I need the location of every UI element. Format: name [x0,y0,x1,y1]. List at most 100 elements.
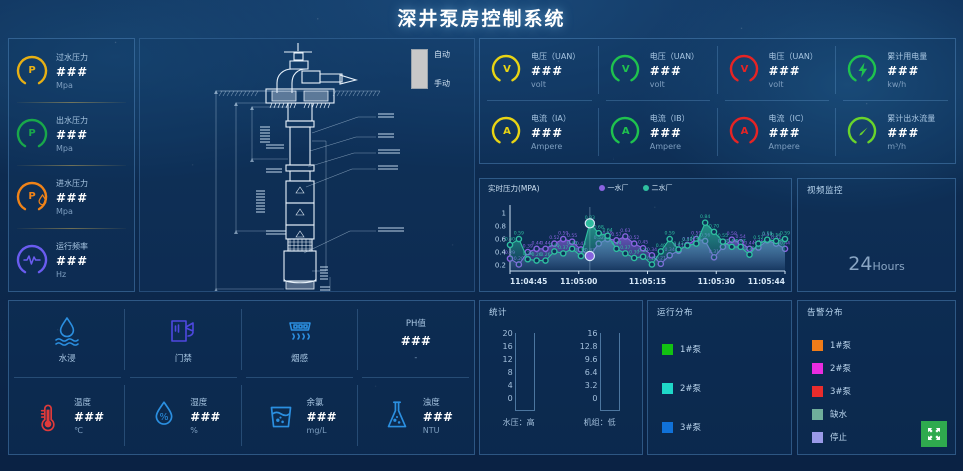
gauge-text: 进水压力 ### Mpa [56,178,88,216]
energy-bolt-icon [846,53,880,87]
svg-text:0.34: 0.34 [647,247,657,253]
alarm-distribution-title: 告警分布 [807,308,844,318]
stat-tick: 8 [507,368,513,377]
legend-row-5[interactable]: 停止 [812,431,851,443]
video-duration: 24Hours [798,253,955,275]
stat-tick: 4 [507,381,513,390]
mode-switch-handle[interactable] [411,49,428,89]
svg-text:0.32: 0.32 [638,248,648,254]
legend-label: 2#泵 [830,364,852,374]
stat-tick: 12 [502,355,513,364]
sensor-cell-water-leak-icon: 水浸 [9,301,126,378]
page-title: 深井泵房控制系统 [397,7,566,30]
chart-legend-item-2[interactable]: 二水厂 [642,183,673,193]
ph-readout: PH值 ### - [401,317,431,362]
svg-text:0.59: 0.59 [514,231,524,237]
svg-text:0.26: 0.26 [540,252,550,258]
svg-text:0.52: 0.52 [753,235,763,241]
legend-row-2[interactable]: 2#泵 [812,362,851,374]
legend-row-1[interactable]: 1#泵 [662,343,701,355]
svg-text:0.58: 0.58 [727,231,737,237]
statistics-panel: 统计 20 16 12 8 4 0 水压：高 16 12.8 9.6 6.4 3.2 0 机组：低 [479,300,643,455]
meter-label: 电流（IB） [649,114,690,123]
sensor-unit: ℃ [74,426,84,436]
meter-text: 电流（IB） ### Ampere [650,113,690,151]
legend-label: 1#泵 [830,341,852,351]
sensor-inline: 余氯 ### mg/L [263,396,337,435]
mode-toggle[interactable]: 自动 手动 [411,49,450,89]
svg-text:0.55: 0.55 [718,233,728,239]
legend-row-4[interactable]: 缺水 [812,408,851,420]
gauge-letter: A [740,126,749,137]
svg-text:0.28: 0.28 [523,251,533,257]
svg-text:0.44: 0.44 [780,240,790,246]
svg-text:0.52: 0.52 [549,235,559,241]
stat-tick-labels: 16 12.8 9.6 6.4 3.2 0 [580,327,598,411]
statistics-panel-title: 统计 [489,308,508,318]
meter-unit: Ampere [531,142,563,151]
gauge-value: ### [56,127,88,142]
legend-row-1[interactable]: 1#泵 [812,339,851,351]
legend-row-2[interactable]: 2#泵 [662,382,701,394]
legend-row-3[interactable]: 3#泵 [662,421,701,433]
meter-cell-4: 累计用电量 ### kw/h [836,39,955,101]
svg-text:0.30: 0.30 [629,249,639,255]
gauge-unit: Hz [56,269,67,279]
mode-auto-label[interactable]: 自动 [434,50,450,59]
svg-text:0.4: 0.4 [495,248,507,256]
pump-diagram-panel: 自动 手动 [139,38,475,292]
sensor-value: ### [306,410,337,425]
sensor-value: ### [190,410,221,425]
svg-text:0.50: 0.50 [682,236,692,242]
legend-color-swatch [662,382,673,394]
voltage-gauge-icon: V [490,53,524,87]
video-monitor-panel[interactable]: 视频监控 24Hours [797,178,956,292]
svg-text:0.59: 0.59 [665,231,675,237]
stat-tick: 20 [502,329,513,338]
chart-legend-item-1[interactable]: 一水厂 [598,183,629,193]
stat-bar-frame [514,333,535,411]
gauge-unit: Mpa [56,143,73,153]
svg-text:11:05:44: 11:05:44 [748,277,785,286]
meter-grid: V 电压（UAN） ### volt V 电压（UAN） ### volt V 电压（UAN） ##… [480,39,955,163]
meter-cell-3: V 电压（UAN） ### volt [718,39,837,101]
meter-value: ### [768,64,801,78]
svg-text:0.50: 0.50 [505,236,515,242]
svg-text:0.44: 0.44 [611,240,621,246]
mode-manual-label[interactable]: 手动 [434,79,450,88]
meter-value: ### [887,64,919,78]
sensor-text: 浊度 ### NTU [423,396,453,435]
run-distribution-title: 运行分布 [657,308,694,318]
stat-tick: 9.6 [584,355,598,364]
current-gauge-icon: A [490,115,524,149]
door-access-icon [166,314,200,348]
meter-value: ### [649,64,682,78]
svg-text:0.59: 0.59 [691,231,701,237]
sensor-inline: 温度 ### ℃ [30,396,104,435]
meter-label: 电流（IC） [768,114,809,123]
svg-text:0.41: 0.41 [673,242,683,248]
stat-tick-labels: 20 16 12 8 4 0 [503,327,513,411]
humidity-drop-icon: % [146,398,182,434]
video-duration-number: 24 [848,253,873,275]
frequency-wave-icon [15,243,49,277]
sensor-inline: % 湿度 ###% [146,396,220,435]
ph-unit: - [414,352,418,362]
svg-text:0.57: 0.57 [762,232,772,238]
fullscreen-icon [928,428,940,440]
meter-text: 电流（IC） ### Ampere [769,113,809,151]
legend-color-swatch [662,343,673,355]
fullscreen-button[interactable] [921,421,947,447]
sensor-cell-door-access-icon: 门禁 [125,301,242,378]
meter-text: 累计用电量 ### kw/h [887,51,927,89]
sensor-text: 湿度 ###% [190,396,220,435]
sensor-label: 浊度 [422,398,440,409]
meter-cell-2: V 电压（UAN） ### volt [599,39,718,101]
legend-row-3[interactable]: 3#泵 [812,385,851,397]
legend-color-swatch [662,421,673,433]
meter-label: 电压（UAN） [649,52,700,61]
alarm-distribution-legend: 1#泵 2#泵 3#泵缺水停止 [812,339,851,443]
gauge-letter: A [621,126,630,137]
meter-cell-5: A 电流（IA） ### Ampere [480,101,599,163]
environment-sensor-panel: 水浸 门禁 烟感 PH值 ### - 温度 ### ℃% 湿度 ###% 余氯 ### mg/L 浊度 ###… [8,300,475,455]
